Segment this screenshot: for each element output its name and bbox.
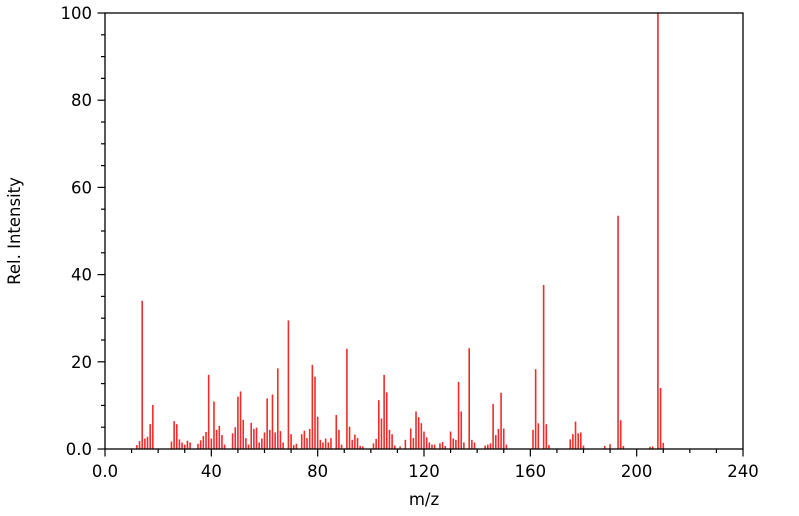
y-tick-label: 80 [71,91,92,110]
x-tick-label: 40 [201,462,222,481]
y-tick-label: 60 [71,178,92,197]
axis-ticks [97,12,744,457]
y-axis-label: Rel. Intensity [5,177,24,285]
spectrum-peaks [136,13,665,449]
x-tick-label: 240 [727,462,759,481]
y-tick-label: 40 [71,266,92,285]
x-tick-label: 120 [408,462,440,481]
x-tick-label: 160 [515,462,547,481]
x-tick-label: 0.0 [92,462,118,481]
y-tick-label: 100 [61,4,93,23]
plot-frame [104,12,744,450]
tick-labels: 0.0 40 80 120 160 200 240 0.0 20 40 60 80 100 [61,4,759,481]
y-tick-label: 0.0 [66,440,92,459]
x-tick-label: 80 [307,462,328,481]
x-axis-label: m/z [409,490,439,509]
y-tick-label: 20 [71,353,92,372]
x-tick-label: 200 [621,462,653,481]
